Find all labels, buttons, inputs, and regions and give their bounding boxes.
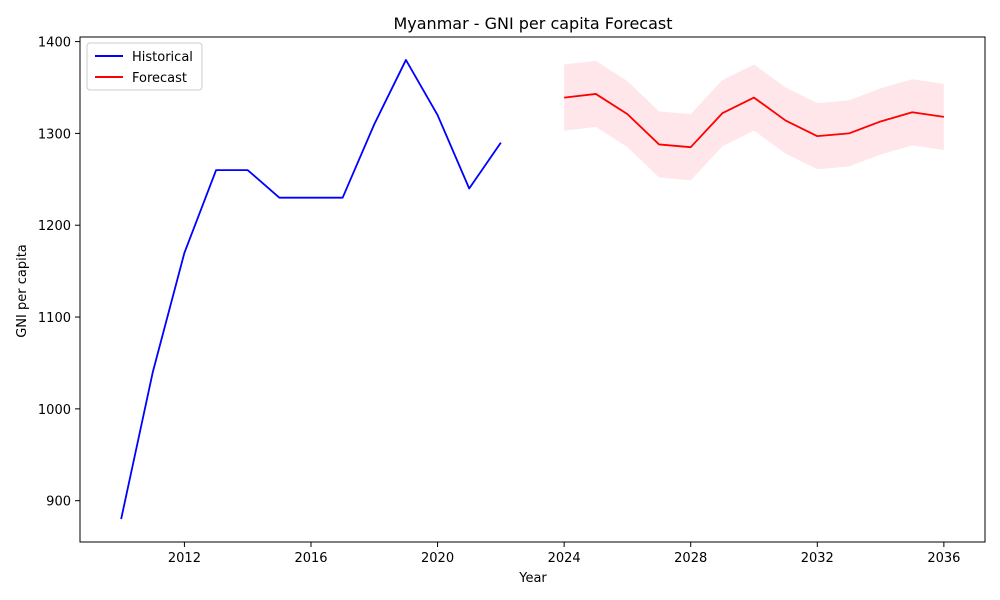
- legend-frame: [86, 42, 203, 91]
- x-axis-label: Year: [518, 571, 547, 586]
- x-tick-label: 2032: [801, 551, 834, 566]
- y-tick-label: 1400: [38, 36, 71, 51]
- x-tick-label: 2012: [168, 551, 201, 566]
- legend-label-forecast: Forecast: [132, 71, 187, 86]
- legend-label-historical: Historical: [132, 50, 193, 65]
- x-tick-label: 2020: [421, 551, 454, 566]
- confidence-band-forecast: [564, 60, 944, 181]
- series-line-forecast: [564, 93, 944, 149]
- series-line-historical: [120, 59, 502, 520]
- y-tick-label: 1300: [38, 127, 71, 142]
- y-axis-label: GNI per capita: [15, 244, 30, 338]
- y-tick-label: 900: [46, 495, 71, 510]
- y-tick-label: 1100: [38, 311, 71, 326]
- x-tick-label: 2024: [548, 551, 581, 566]
- y-tick-label: 1200: [38, 219, 71, 234]
- axes-frame: [79, 36, 986, 543]
- x-tick-label: 2016: [294, 551, 327, 566]
- x-tick-label: 2036: [927, 551, 960, 566]
- plot-area: 2012 2016 2020 2024 2028 2032 2036 900 1000 1100 1…: [38, 36, 986, 566]
- x-tick-label: 2028: [674, 551, 707, 566]
- chart-title: Myanmar - GNI per capita Forecast: [393, 14, 672, 33]
- legend: Historical Forecast: [86, 42, 203, 91]
- y-tick-label: 1000: [38, 403, 71, 418]
